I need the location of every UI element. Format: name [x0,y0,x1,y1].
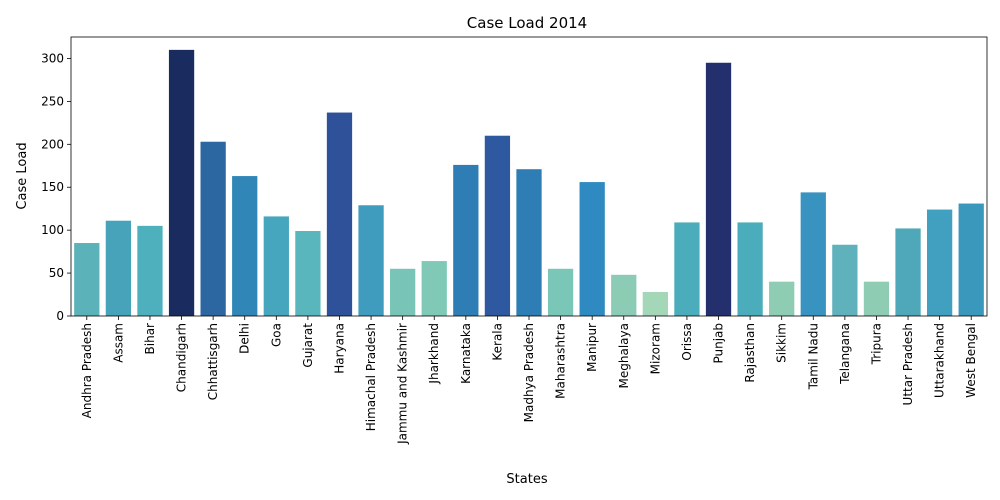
bar-sikkim [769,282,794,316]
x-tick-label: Rajasthan [743,323,757,383]
bar-andhra-pradesh [74,243,99,316]
bar-assam [106,221,131,316]
bar-chandigarh [169,50,194,316]
bar-west-bengal [959,204,984,316]
bar-delhi [232,176,257,316]
x-tick-label: Uttar Pradesh [901,323,915,405]
y-tick-label: 0 [56,309,64,323]
x-tick-label: Manipur [585,323,599,372]
x-tick-label: Delhi [238,323,252,354]
bar-maharashtra [548,269,573,316]
x-tick-label: Assam [111,323,125,363]
y-tick-label: 300 [41,51,64,65]
bar-jharkhand [422,261,447,316]
x-tick-label: Haryana [332,323,346,374]
bar-punjab [706,63,731,316]
y-tick-label: 250 [41,94,64,108]
x-tick-label: Andhra Pradesh [80,323,94,418]
x-tick-label: Sikkim [775,323,789,363]
y-axis-title: Case Load [15,142,30,209]
x-tick-label: Orissa [680,323,694,361]
bar-orissa [674,222,699,316]
x-tick-label: Jammu and Kashmir [396,323,410,445]
y-tick-label: 150 [41,180,64,194]
bar-tamil-nadu [801,192,826,316]
x-tick-label: Tamil Nadu [806,323,820,390]
chart-title: Case Load 2014 [467,14,587,32]
x-tick-label: Telangana [838,323,852,385]
x-tick-label: Punjab [712,323,726,364]
bar-bihar [137,226,162,316]
y-tick-label: 100 [41,223,64,237]
x-tick-label: Jharkhand [427,323,441,385]
bar-gujarat [295,231,320,316]
x-tick-label: Himachal Pradesh [364,323,378,431]
bar-goa [264,216,289,316]
x-tick-label: Karnataka [459,323,473,384]
bar-jammu-and-kashmir [390,269,415,316]
bar-manipur [580,182,605,316]
x-tick-label: Goa [269,323,283,347]
x-tick-label: Madhya Pradesh [522,323,536,422]
bar-haryana [327,113,352,316]
bar-telangana [832,245,857,316]
x-tick-label: Mizoram [648,323,662,374]
x-tick-label: West Bengal [964,323,978,398]
bar-chhattisgarh [201,142,226,316]
x-tick-label: Maharashtra [554,323,568,399]
bar-madhya-pradesh [516,169,541,316]
x-tick-label: Bihar [143,323,157,355]
y-tick-label: 200 [41,137,64,151]
bar-mizoram [643,292,668,316]
bar-karnataka [453,165,478,316]
bar-rajasthan [737,222,762,316]
x-tick-label: Meghalaya [617,323,631,388]
bar-kerala [485,136,510,316]
x-tick-label: Chhattisgarh [206,323,220,400]
x-tick-label: Uttarakhand [933,323,947,398]
plot-area: Andhra Pradesh Assam Bihar Chandigarh Chhatt… [41,37,987,445]
bar-himachal-pradesh [358,205,383,316]
bar-tripura [864,282,889,316]
y-tick-label: 50 [49,266,64,280]
x-axis-title: States [506,472,547,487]
x-tick-label: Tripura [869,323,883,365]
x-tick-label: Kerala [490,323,504,361]
x-tick-label: Chandigarh [175,323,189,392]
bar-uttar-pradesh [895,228,920,316]
x-tick-label: Gujarat [301,323,315,368]
bar-uttarakhand [927,210,952,316]
bar-meghalaya [611,275,636,316]
